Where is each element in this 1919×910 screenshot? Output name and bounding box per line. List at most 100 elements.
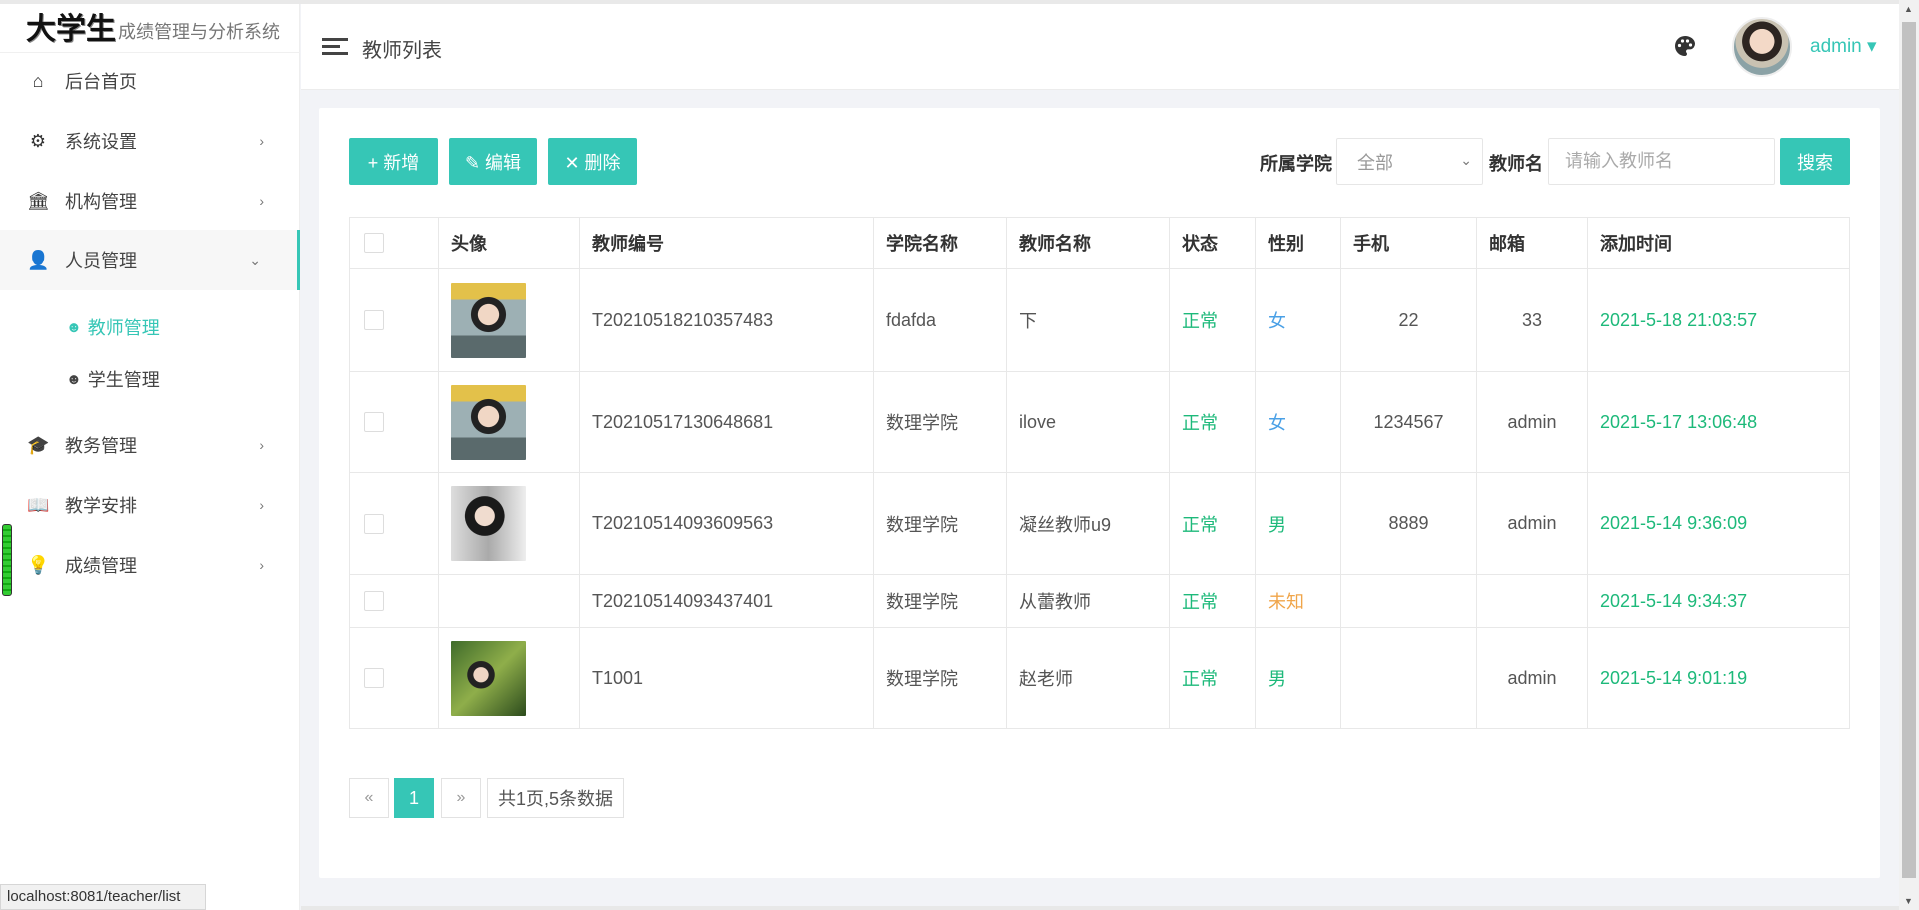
- sidebar-item-org[interactable]: 🏛 机构管理 ›: [0, 171, 300, 231]
- column-header: 头像: [438, 217, 580, 269]
- pagination-info: 共1页,5条数据: [487, 778, 625, 818]
- row-checkbox[interactable]: [364, 591, 384, 611]
- chevron-down-icon: ⌄: [249, 251, 261, 268]
- row-select-cell: [349, 574, 439, 628]
- gear-icon: ⚙: [29, 130, 47, 151]
- added-time-cell: 2021-5-18 21:03:57: [1587, 268, 1850, 372]
- scrollbar-thumb[interactable]: [1902, 22, 1916, 878]
- page-1-button[interactable]: 1: [394, 778, 434, 818]
- teacher-name-cell: 赵老师: [1006, 627, 1170, 729]
- status-bar-url: localhost:8081/teacher/list: [0, 884, 206, 910]
- graduation-cap-icon: 🎓: [27, 434, 50, 455]
- table-row[interactable]: T20210514093609563 数理学院 凝丝教师u9 正常 男 8889…: [349, 472, 1850, 575]
- row-checkbox[interactable]: [364, 310, 384, 330]
- phone-cell: 22: [1340, 268, 1477, 372]
- bank-icon: 🏛: [27, 190, 50, 211]
- teacher-id-cell: T20210514093437401: [579, 574, 874, 628]
- avatar-cell: [438, 472, 580, 575]
- sidebar-item-label: 机构管理: [65, 192, 137, 212]
- row-checkbox[interactable]: [364, 513, 384, 534]
- smile-icon: ☻: [66, 370, 82, 388]
- college-cell: 数理学院: [873, 574, 1007, 628]
- gender-cell: 男: [1255, 472, 1341, 575]
- teacher-name-input[interactable]: [1548, 138, 1775, 185]
- table-row[interactable]: T20210517130648681 数理学院 ilove 正常 女 12345…: [349, 371, 1850, 473]
- prev-page-button[interactable]: «: [349, 778, 389, 818]
- sidebar-item-teaching[interactable]: 📖 教学安排 ›: [0, 475, 300, 535]
- select-all-cell: [349, 217, 439, 269]
- college-select-value: 全部: [1357, 152, 1393, 173]
- teacher-name-cell: 凝丝教师u9: [1006, 472, 1170, 575]
- scrollbar[interactable]: ▲ ▼: [1899, 0, 1919, 910]
- sidebar-item-home[interactable]: ⌂ 后台首页: [0, 51, 300, 111]
- avatar-cell: [438, 268, 580, 372]
- teacher-name-cell: 从蕾教师: [1006, 574, 1170, 628]
- logo: 大学生 成绩管理与分析系统: [26, 8, 280, 48]
- sidebar-item-label: 教学安排: [65, 496, 137, 516]
- sidebar-item-label: 后台首页: [65, 72, 137, 92]
- teacher-photo: [451, 640, 526, 716]
- gender-cell: 女: [1255, 268, 1341, 372]
- delete-button[interactable]: ✕ 删除: [548, 138, 637, 185]
- added-time-cell: 2021-5-14 9:36:09: [1587, 472, 1850, 575]
- palette-icon[interactable]: [1673, 34, 1697, 58]
- sidebar-item-system-settings[interactable]: ⚙ 系统设置 ›: [0, 111, 300, 171]
- table-header-row: 头像 教师编号 学院名称 教师名称 状态 性别 手机 邮箱 添加时间: [349, 217, 1850, 269]
- row-select-cell: [349, 371, 439, 473]
- lightbulb-icon: 💡: [27, 554, 50, 575]
- row-select-cell: [349, 472, 439, 575]
- smile-icon: ☻: [66, 318, 82, 336]
- search-button[interactable]: 搜索: [1780, 138, 1850, 185]
- next-page-button[interactable]: »: [441, 778, 481, 818]
- select-all-checkbox[interactable]: [364, 233, 384, 253]
- column-header: 邮箱: [1476, 217, 1588, 269]
- sidebar-item-label: 教务管理: [65, 436, 137, 456]
- sidebar-item-grades[interactable]: 💡 成绩管理 ›: [0, 535, 300, 595]
- row-checkbox[interactable]: [364, 412, 384, 432]
- email-cell: admin: [1476, 472, 1588, 575]
- teacher-id-cell: T20210514093609563: [579, 472, 874, 575]
- subitem-label: 教师管理: [87, 318, 160, 338]
- edit-button[interactable]: ✎ 编辑: [449, 138, 537, 185]
- logo-subtitle: 成绩管理与分析系统: [118, 22, 280, 42]
- college-select[interactable]: 全部 ⌄: [1336, 138, 1483, 185]
- email-cell: admin: [1476, 627, 1588, 729]
- sidebar-item-personnel[interactable]: 👤 人员管理 ⌄: [0, 230, 300, 290]
- scroll-up-icon[interactable]: ▲: [1904, 4, 1913, 14]
- teacher-table: 头像 教师编号 学院名称 教师名称 状态 性别 手机 邮箱 添加时间 T2021…: [349, 217, 1850, 729]
- content-card: + 新增 ✎ 编辑 ✕ 删除 所属学院 全部 ⌄ 教师名 搜索 头像 教师编号 学…: [319, 108, 1880, 878]
- row-checkbox[interactable]: [364, 668, 384, 688]
- add-button[interactable]: + 新增: [349, 138, 438, 185]
- teacher-id-cell: T1001: [579, 627, 874, 729]
- college-cell: 数理学院: [873, 627, 1007, 729]
- status-cell: 正常: [1169, 574, 1256, 628]
- table-row[interactable]: T1001 数理学院 赵老师 正常 男 admin 2021-5-14 9:01…: [349, 627, 1850, 729]
- sidebar-subitem-student[interactable]: ☻ 学生管理: [66, 366, 160, 392]
- table-row[interactable]: T20210514093437401 数理学院 从蕾教师 正常 未知 2021-…: [349, 574, 1850, 628]
- teacher-name-label: 教师名: [1489, 154, 1543, 174]
- email-cell: [1476, 574, 1588, 628]
- chevron-right-icon: ›: [259, 437, 264, 453]
- sidebar-item-label: 成绩管理: [65, 556, 137, 576]
- avatar-cell: [438, 574, 580, 628]
- column-header: 教师编号: [579, 217, 874, 269]
- scroll-down-icon[interactable]: ▼: [1904, 896, 1913, 906]
- menu-toggle-icon[interactable]: [322, 38, 348, 56]
- table-row[interactable]: T20210518210357483 fdafda 下 正常 女 22 33 2…: [349, 268, 1850, 372]
- top-header: 教师列表 admin ▾: [301, 4, 1899, 90]
- college-cell: 数理学院: [873, 472, 1007, 575]
- column-header: 性别: [1255, 217, 1341, 269]
- teacher-id-cell: T20210517130648681: [579, 371, 874, 473]
- book-icon: 📖: [27, 494, 50, 515]
- sidebar-item-academic[interactable]: 🎓 教务管理 ›: [0, 415, 300, 475]
- column-header: 学院名称: [873, 217, 1007, 269]
- teacher-photo: [451, 282, 526, 358]
- row-select-cell: [349, 268, 439, 372]
- browser-top-border: [0, 0, 1899, 4]
- sidebar-subitem-teacher[interactable]: ☻ 教师管理: [66, 314, 160, 340]
- status-cell: 正常: [1169, 268, 1256, 372]
- user-menu[interactable]: admin ▾: [1810, 36, 1877, 57]
- home-icon: ⌂: [32, 70, 44, 91]
- added-time-cell: 2021-5-17 13:06:48: [1587, 371, 1850, 473]
- user-avatar[interactable]: [1732, 17, 1792, 77]
